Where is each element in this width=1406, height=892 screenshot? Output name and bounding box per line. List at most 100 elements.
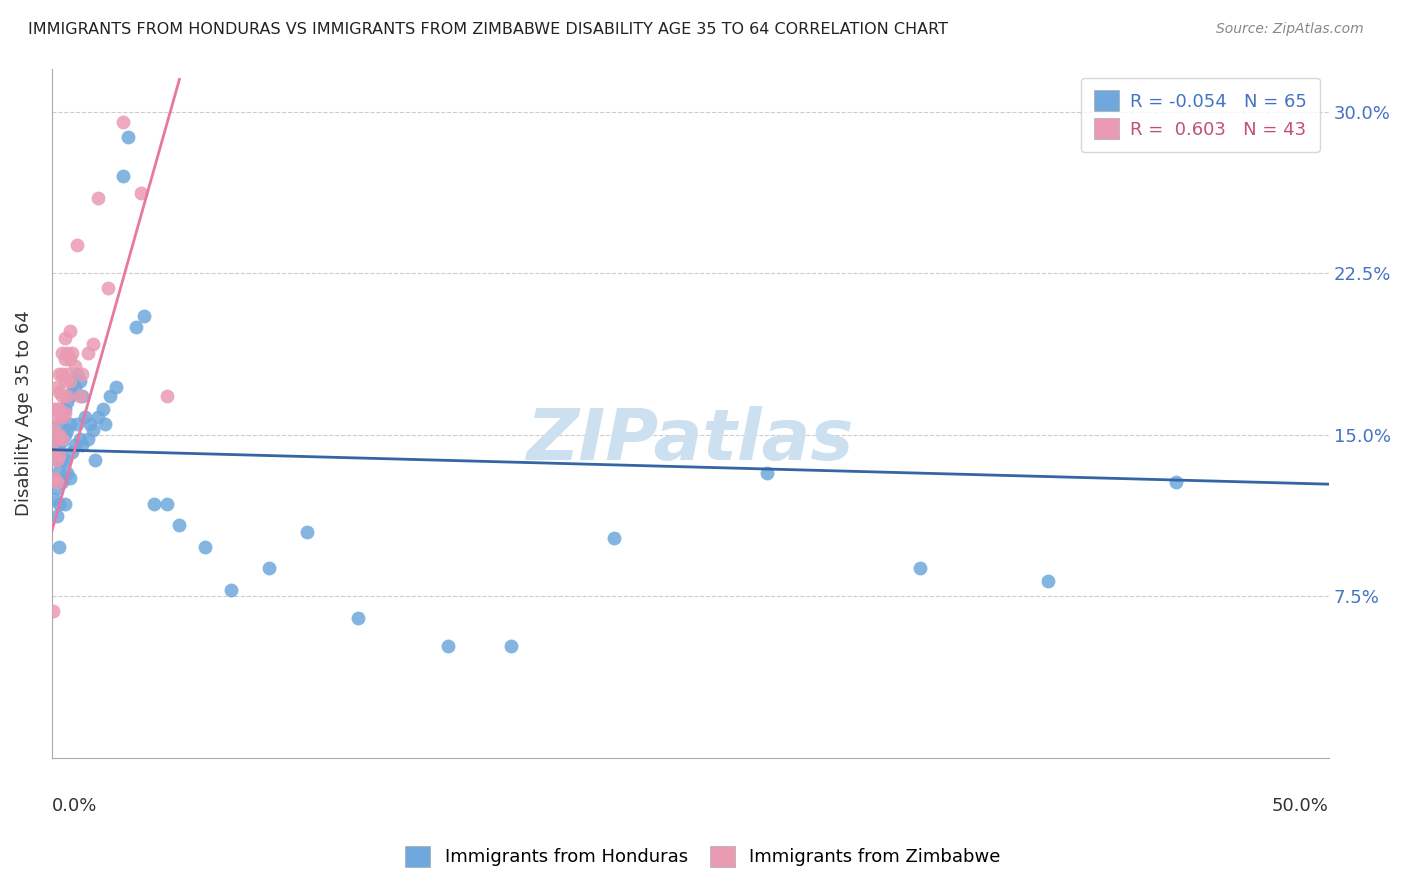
Point: [56, 423, 79, 437]
Point: [87, 191, 110, 205]
Point: [48, 368, 70, 382]
Point: [91, 401, 114, 416]
Point: [1164, 475, 1187, 489]
Point: [76, 432, 98, 446]
Point: [48, 449, 70, 463]
Point: [53, 427, 76, 442]
Point: [59, 417, 82, 431]
Point: [53, 497, 76, 511]
Point: [82, 337, 104, 351]
Legend: Immigrants from Honduras, Immigrants from Zimbabwe: Immigrants from Honduras, Immigrants fro…: [398, 838, 1008, 874]
Point: [51, 410, 73, 425]
Point: [53, 352, 76, 367]
Point: [51, 432, 73, 446]
Point: [602, 531, 624, 545]
Point: [59, 471, 82, 485]
Point: [56, 467, 79, 481]
Point: [156, 497, 179, 511]
Point: [56, 368, 79, 382]
Point: [44, 445, 66, 459]
Point: [42, 604, 65, 618]
Point: [66, 238, 89, 252]
Point: [45, 427, 67, 442]
Point: [44, 492, 66, 507]
Point: [63, 438, 86, 452]
Point: [45, 509, 67, 524]
Point: [257, 561, 280, 575]
Point: [117, 130, 139, 145]
Point: [53, 331, 76, 345]
Point: [87, 410, 110, 425]
Point: [53, 401, 76, 416]
Point: [45, 432, 67, 446]
Point: [53, 453, 76, 467]
Point: [72, 368, 94, 382]
Point: [48, 464, 70, 478]
Point: [66, 368, 89, 382]
Point: [112, 169, 135, 184]
Point: [48, 401, 70, 416]
Point: [59, 389, 82, 403]
Point: [51, 410, 73, 425]
Point: [97, 281, 120, 295]
Point: [59, 352, 82, 367]
Point: [169, 518, 191, 533]
Point: [112, 115, 135, 129]
Point: [69, 374, 91, 388]
Point: [45, 453, 67, 467]
Point: [51, 346, 73, 360]
Point: [60, 445, 83, 459]
Point: [56, 346, 79, 360]
Point: [347, 610, 370, 624]
Point: [129, 186, 152, 201]
Point: [51, 453, 73, 467]
Point: [63, 380, 86, 394]
Point: [156, 389, 179, 403]
Point: [1036, 574, 1059, 588]
Point: [142, 497, 165, 511]
Point: [60, 346, 83, 360]
Point: [59, 374, 82, 388]
Point: [73, 410, 96, 425]
Point: [104, 380, 127, 394]
Point: [63, 359, 86, 373]
Point: [94, 417, 117, 431]
Point: [53, 406, 76, 420]
Point: [44, 423, 66, 437]
Point: [48, 497, 70, 511]
Point: [132, 309, 155, 323]
Text: 0.0%: 0.0%: [52, 797, 97, 814]
Point: [45, 453, 67, 467]
Point: [72, 389, 94, 403]
Y-axis label: Disability Age 35 to 64: Disability Age 35 to 64: [15, 310, 32, 516]
Point: [51, 434, 73, 448]
Point: [436, 639, 458, 653]
Point: [755, 467, 778, 481]
Point: [45, 410, 67, 425]
Point: [48, 417, 70, 431]
Text: ZIPatlas: ZIPatlas: [527, 406, 853, 475]
Point: [48, 384, 70, 399]
Point: [72, 438, 94, 452]
Point: [125, 320, 148, 334]
Point: [48, 540, 70, 554]
Point: [44, 438, 66, 452]
Point: [45, 482, 67, 496]
Point: [69, 432, 91, 446]
Point: [56, 389, 79, 403]
Point: [48, 427, 70, 442]
Point: [60, 384, 83, 399]
Point: [194, 540, 217, 554]
Point: [44, 471, 66, 485]
Point: [51, 389, 73, 403]
Point: [295, 524, 318, 539]
Point: [56, 395, 79, 409]
Text: 50.0%: 50.0%: [1272, 797, 1329, 814]
Point: [82, 423, 104, 437]
Point: [76, 346, 98, 360]
Point: [501, 639, 523, 653]
Point: [51, 368, 73, 382]
Point: [79, 417, 101, 431]
Point: [219, 582, 242, 597]
Point: [100, 389, 122, 403]
